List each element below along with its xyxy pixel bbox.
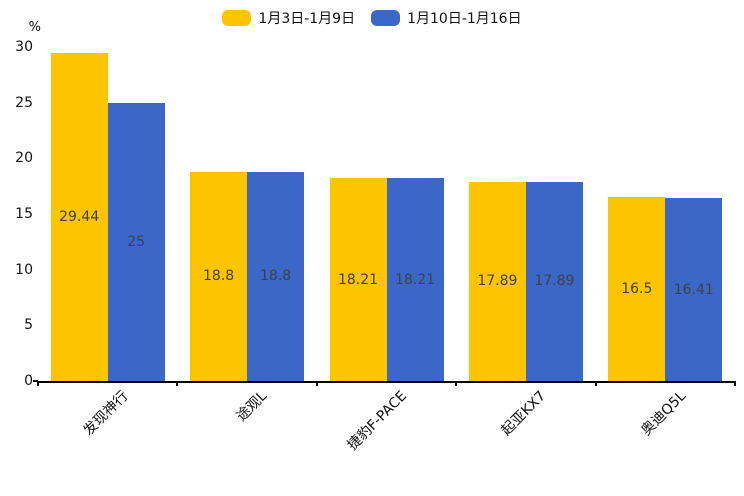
x-axis-tick-mark [594,381,597,386]
x-axis-tick-mark [455,381,458,386]
bar-value-label: 17.89 [477,273,518,290]
bar-value-label: 16.5 [621,281,653,298]
x-axis-tick-mark [734,381,736,386]
legend-item: 1月3日-1月9日 [222,8,355,28]
x-axis-category-label: 途观L [233,388,271,425]
bar-series1: 18.21 [329,178,387,381]
y-axis-tick-label: 0 [24,373,33,389]
x-axis-category-label: 起亚KX7 [498,388,550,439]
plot-area: 29.44 25 18.8 18.8 18.21 18.21 17.89 17.89 16.5 1… [37,47,736,386]
legend: 1月3日-1月9日 1月10日-1月16日 [0,8,744,28]
bar-series1: 17.89 [468,181,526,381]
x-axis-category-label: 发现神行 [80,388,132,440]
x-axis-tick-mark [176,381,179,386]
bar-value-label: 17.89 [534,273,575,290]
bar-series1: 29.44 [50,53,108,381]
legend-swatch-icon [222,10,252,26]
bar-value-label: 18.8 [203,268,235,285]
y-axis-tick-label: 15 [15,206,33,222]
y-axis-zero-tick [33,380,38,382]
x-axis-tick-mark [37,381,39,386]
y-axis-tick-label: 25 [15,94,33,111]
x-axis-category-label: 奥迪Q5L [638,388,689,439]
y-axis-tick-label: 20 [15,150,33,167]
legend-label: 1月3日-1月9日 [258,11,356,27]
bar-value-label: 18.8 [260,268,292,285]
bar-series2: 25 [107,102,165,381]
bar-value-label: 25 [127,233,146,250]
y-axis-unit-label: % [28,20,41,35]
bar-value-label: 16.41 [673,281,714,298]
y-axis-tick-label: 10 [15,261,33,278]
bar-series2: 17.89 [525,181,583,381]
legend-swatch-icon [371,10,401,26]
bar-series1: 16.5 [608,197,666,381]
bar-series1: 18.8 [190,171,248,381]
y-axis-tick-label: 5 [24,317,33,334]
legend-label: 1月10日-1月16日 [407,11,522,27]
bar-series2: 18.8 [247,171,305,381]
x-axis-category-label: 捷豹F-PACE [344,388,410,454]
x-axis-tick-mark [315,381,318,386]
bar-value-label: 18.21 [394,271,436,288]
y-axis-tick-label: 30 [15,39,33,55]
bar-value-label: 29.44 [59,209,100,226]
legend-item: 1月10日-1月16日 [371,8,522,28]
bar-series2: 16.41 [665,198,723,381]
bar-series2: 18.21 [386,178,444,381]
bar-value-label: 18.21 [337,271,379,288]
